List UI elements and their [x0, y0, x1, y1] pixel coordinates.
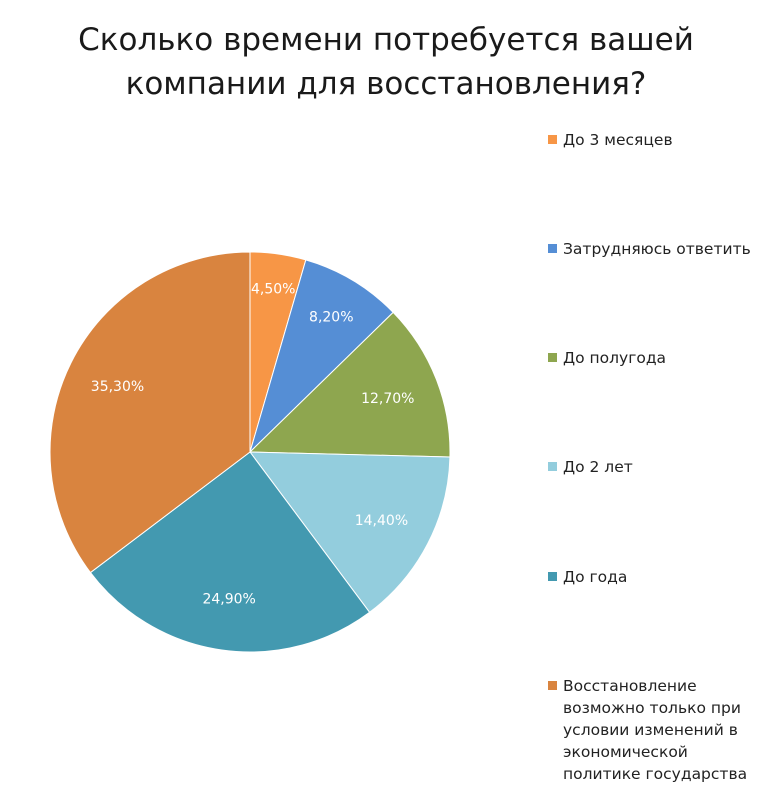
slice-label-half-year: 12,70% — [361, 391, 414, 407]
legend-item-hard-to-say: Затрудняюсь ответить — [548, 238, 768, 260]
legend-label: Затрудняюсь ответить — [563, 240, 751, 258]
pie-slice-policy-change — [49, 251, 251, 574]
chart-title-line-1: Сколько времени потребуется вашей — [78, 22, 694, 58]
pie-slice-2-years — [248, 451, 451, 614]
legend-label: До 2 лет — [563, 458, 633, 476]
legend-item-policy-change: Восстановление возможно только при услов… — [548, 675, 748, 785]
chart-title-line-2: компании для восстановления? — [125, 66, 647, 102]
legend-swatch — [548, 353, 557, 362]
legend-swatch — [548, 681, 557, 690]
slice-label-2-years: 14,40% — [355, 513, 408, 529]
pie-slice-hard-to-say — [248, 259, 394, 454]
slice-label-policy-change: 35,30% — [91, 379, 144, 395]
legend-item-half-year: До полугода — [548, 347, 768, 369]
pie-slice-year — [89, 451, 371, 653]
legend-label: До 3 месяцев — [563, 131, 673, 149]
legend-item-2-years: До 2 лет — [548, 456, 768, 478]
pie-slice-half-year — [248, 311, 451, 458]
slice-label-3-months: 4,50% — [251, 282, 295, 298]
slice-label-year: 24,90% — [202, 592, 255, 608]
legend-label: До полугода — [563, 349, 667, 367]
legend-label: До года — [563, 568, 628, 586]
legend-swatch — [548, 244, 557, 253]
legend-item-3-months: До 3 месяцев — [548, 129, 768, 151]
legend-item-year: До года — [548, 566, 768, 588]
legend-swatch — [548, 462, 557, 471]
legend-swatch — [548, 135, 557, 144]
slice-label-hard-to-say: 8,20% — [309, 310, 353, 326]
chart-title: Сколько времени потребуется вашей компан… — [0, 18, 772, 106]
legend-label: Восстановление возможно только при услов… — [563, 677, 748, 783]
legend-swatch — [548, 572, 557, 581]
